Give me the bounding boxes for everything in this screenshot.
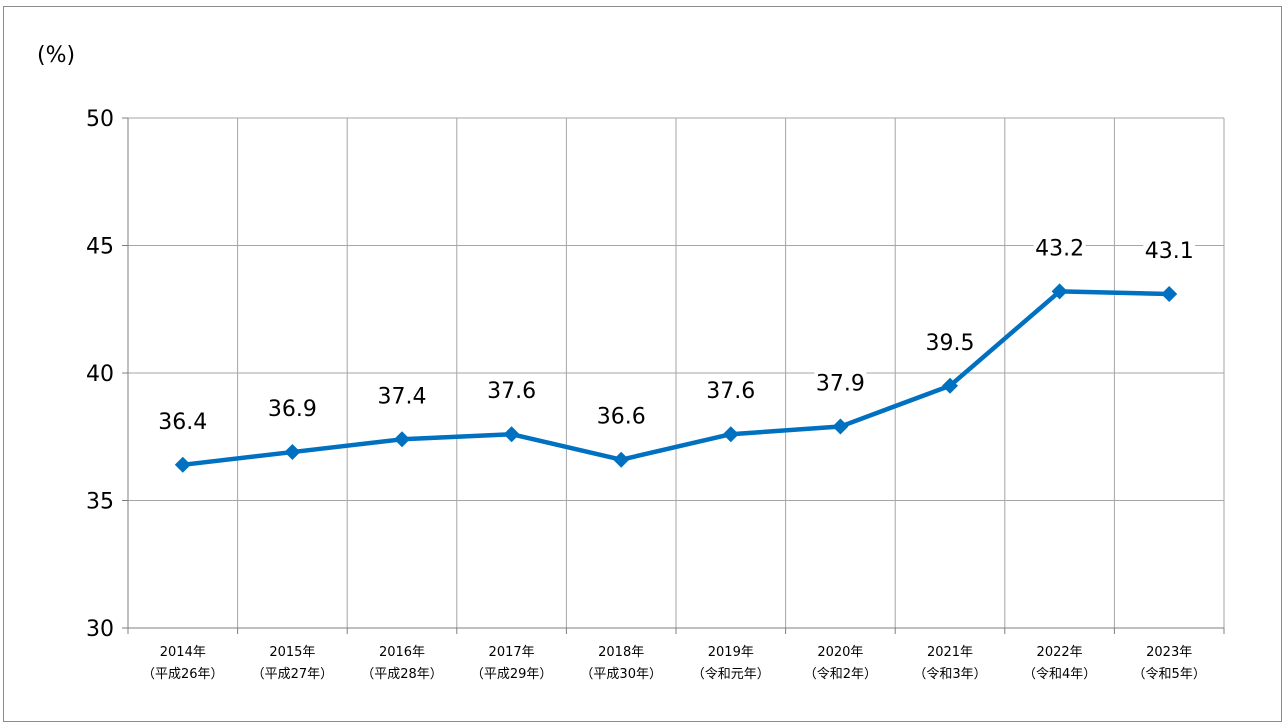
y-tick-label: 40 [86, 362, 114, 387]
data-label-bg [266, 394, 319, 425]
data-point-marker [613, 451, 630, 468]
x-tick-sublabel: （令和4年） [1023, 667, 1096, 682]
data-label: 36.9 [268, 397, 317, 422]
data-labels: 36.4 36.9 37.4 37.6 36.6 37.6 37.9 39.5 43.2 43.1 [156, 233, 1196, 437]
y-tick-label: 50 [86, 107, 114, 132]
data-label-bg [485, 376, 538, 407]
data-point-marker [503, 426, 520, 443]
x-tick-sublabel: （平成29年） [471, 667, 553, 682]
y-tick-label: 45 [86, 235, 114, 260]
data-point-marker [394, 431, 410, 448]
data-point-marker [284, 444, 301, 461]
data-label: 37.6 [487, 379, 536, 404]
x-tick-label: 2017年 [489, 645, 535, 660]
x-tick-label: 2022年 [1037, 645, 1083, 660]
data-point-marker [1161, 285, 1178, 302]
y-tick-label: 35 [86, 490, 114, 515]
data-label: 36.4 [158, 410, 207, 435]
data-label-bg [1033, 233, 1086, 264]
data-label: 37.4 [378, 384, 427, 409]
data-point-marker [942, 377, 958, 394]
x-tick-sublabel: （令和5年） [1133, 667, 1206, 682]
series-line [180, 289, 1172, 468]
x-tick-sublabel: （平成27年） [252, 667, 334, 682]
data-label-bg [814, 368, 867, 399]
series-group [174, 283, 1178, 473]
x-tick-label: 2015年 [269, 645, 315, 660]
y-axis-ticks: 30 35 40 45 50 [86, 107, 114, 642]
x-tick-label: 2016年 [379, 645, 425, 660]
data-label: 36.6 [597, 405, 646, 430]
data-label-bg [156, 406, 209, 437]
y-axis-unit-label: (%) [37, 43, 75, 68]
chart-frame [3, 6, 1282, 722]
data-label: 43.1 [1145, 239, 1194, 264]
data-label-bg [704, 376, 757, 407]
data-point-marker [1051, 283, 1068, 300]
x-tick-sublabel: （平成30年） [580, 667, 662, 682]
x-tick-label: 2018年 [598, 645, 644, 660]
x-tick-label: 2021年 [927, 645, 973, 660]
data-point-marker [832, 418, 849, 435]
x-axis-ticks: 2014年 （平成26年） 2015年 （平成27年） 2016年 （平成28年） 2017… [142, 645, 1206, 682]
data-label: 43.2 [1035, 236, 1084, 261]
x-tick-label: 2020年 [817, 645, 863, 660]
grid-lines [122, 117, 1225, 634]
data-point-marker [722, 426, 739, 443]
data-label: 37.6 [706, 379, 755, 404]
data-label: 37.9 [816, 372, 865, 397]
y-tick-label: 30 [86, 617, 114, 642]
x-tick-label: 2014年 [160, 645, 206, 660]
x-tick-sublabel: （令和3年） [913, 667, 986, 682]
x-tick-sublabel: （令和元年） [692, 667, 770, 682]
data-label-bg [924, 327, 976, 358]
x-tick-label: 2019年 [708, 645, 754, 660]
data-label: 39.5 [926, 331, 975, 356]
data-label-bg [376, 381, 428, 412]
data-label-bg [595, 401, 648, 432]
x-tick-label: 2023年 [1146, 645, 1192, 660]
data-point-marker [174, 456, 191, 473]
x-tick-sublabel: （令和2年） [804, 667, 877, 682]
data-label-bg [1143, 235, 1196, 266]
x-tick-sublabel: （平成28年） [361, 667, 443, 682]
x-tick-sublabel: （平成26年） [142, 667, 224, 682]
